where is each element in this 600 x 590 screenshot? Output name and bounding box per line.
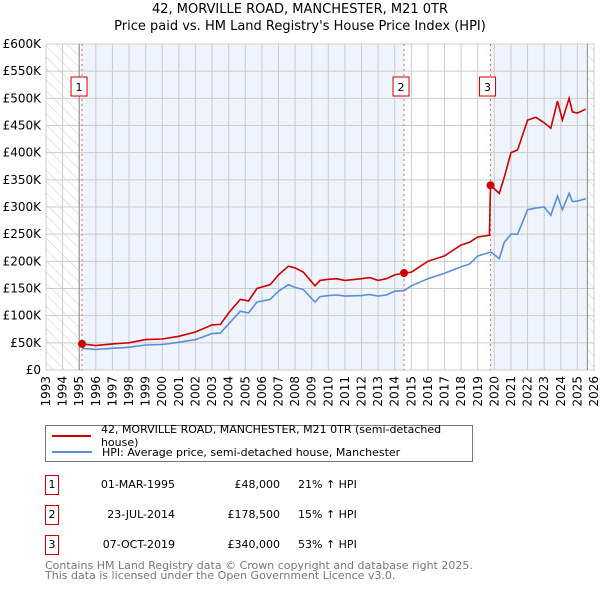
sale-point xyxy=(400,269,409,278)
x-tick-label: 1998 xyxy=(122,376,136,407)
footer-licence: This data is licensed under the Open Gov… xyxy=(45,569,396,582)
sale-label-box xyxy=(392,76,410,97)
x-tick-label: 2011 xyxy=(338,376,352,407)
table-row: 1 01-MAR-1995 £48,000 21% ↑ HPI xyxy=(45,475,465,495)
row-hpi: 21% ↑ HPI xyxy=(298,478,357,491)
row-number: 1 xyxy=(45,475,59,495)
table-row: 3 07-OCT-2019 £340,000 53% ↑ HPI xyxy=(45,535,465,555)
x-tick-label: 2007 xyxy=(271,376,285,407)
price-chart: £0 £50K £100K £150K £200K £250K £300K £350K £400… xyxy=(3,37,600,407)
x-tick-label: 1994 xyxy=(56,376,70,407)
x-tick-label: 2019 xyxy=(471,376,485,407)
row-number: 2 xyxy=(45,505,59,525)
x-tick-label: 2005 xyxy=(238,376,252,407)
x-tick-label: 2006 xyxy=(255,376,269,407)
x-tick-label: 1999 xyxy=(139,376,153,407)
y-tick-label: £450K xyxy=(3,119,43,133)
x-tick-label: 2009 xyxy=(305,376,319,407)
property-price-line xyxy=(81,95,587,347)
hpi-line xyxy=(81,191,586,351)
x-tick-label: 2021 xyxy=(504,376,518,407)
x-tick-label: 2022 xyxy=(521,376,535,407)
x-tick-label: 2015 xyxy=(404,376,418,407)
row-number: 3 xyxy=(45,535,59,555)
y-tick-label: £0 xyxy=(26,363,41,377)
x-tick-label: 2025 xyxy=(570,376,584,407)
x-tick-label: 2026 xyxy=(587,376,600,407)
row-date: 01-MAR-1995 xyxy=(100,478,175,491)
row-hpi: 53% ↑ HPI xyxy=(298,538,357,551)
y-tick-label: £200K xyxy=(3,254,43,268)
y-tick-label: £600K xyxy=(3,37,43,51)
y-tick-label: £550K xyxy=(3,64,43,78)
x-tick-label: 2003 xyxy=(205,376,219,407)
x-tick-label: 2008 xyxy=(288,376,302,407)
legend-label: HPI: Average price, semi-detached house,… xyxy=(102,445,401,459)
x-tick-label: 1997 xyxy=(105,376,119,407)
row-price: £48,000 xyxy=(234,478,281,491)
row-price: £178,500 xyxy=(227,508,281,521)
legend-item-property: 42, MORVILLE ROAD, MANCHESTER, M21 0TR (… xyxy=(46,423,472,449)
x-tick-label: 2018 xyxy=(454,376,468,407)
footer-copyright: Contains HM Land Registry data © Crown c… xyxy=(45,559,473,572)
x-tick-label: 2023 xyxy=(537,376,551,407)
row-hpi: 15% ↑ HPI xyxy=(298,508,357,521)
x-tick-label: 2014 xyxy=(388,376,402,407)
sale-label-box xyxy=(70,76,88,97)
y-tick-label: £350K xyxy=(3,173,43,187)
y-tick-label: £500K xyxy=(3,91,43,105)
y-tick-label: £250K xyxy=(3,227,43,241)
x-tick-label: 2017 xyxy=(438,376,452,407)
y-tick-label: £400K xyxy=(3,146,43,160)
sale-point xyxy=(78,339,87,348)
row-price: £340,000 xyxy=(227,538,281,551)
legend-swatch-red xyxy=(52,435,91,437)
chart-subtitle: Price paid vs. HM Land Registry's House … xyxy=(114,19,486,34)
row-date: 23-JUL-2014 xyxy=(107,508,175,521)
legend-label: 42, MORVILLE ROAD, MANCHESTER, M21 0TR (… xyxy=(100,423,442,449)
sale-label: 3 xyxy=(484,81,491,94)
legend: 42, MORVILLE ROAD, MANCHESTER, M21 0TR (… xyxy=(45,423,473,462)
x-tick-label: 2024 xyxy=(554,376,568,407)
y-tick-label: £100K xyxy=(3,309,43,323)
x-tick-label: 2016 xyxy=(421,376,435,407)
sale-point xyxy=(486,181,495,190)
chart-title: 42, MORVILLE ROAD, MANCHESTER, M21 0TR xyxy=(151,2,449,17)
legend-swatch-blue xyxy=(52,451,92,453)
y-tick-label: £150K xyxy=(3,282,43,296)
x-tick-label: 2000 xyxy=(155,376,169,407)
x-tick-label: 2010 xyxy=(321,376,335,407)
x-tick-label: 2004 xyxy=(222,376,236,407)
x-tick-label: 1995 xyxy=(72,376,86,407)
x-tick-label: 2020 xyxy=(487,376,501,407)
legend-item-hpi: HPI: Average price, semi-detached house,… xyxy=(46,444,400,460)
y-tick-label: £300K xyxy=(3,200,43,214)
x-tick-label: 1993 xyxy=(39,376,53,407)
sale-label: 2 xyxy=(398,81,405,94)
table-row: 2 23-JUL-2014 £178,500 15% ↑ HPI xyxy=(45,505,465,525)
x-tick-label: 1996 xyxy=(89,376,103,407)
y-tick-label: £50K xyxy=(10,336,42,350)
x-tick-label: 2012 xyxy=(355,376,369,407)
x-tick-label: 2013 xyxy=(371,376,385,407)
x-tick-label: 2001 xyxy=(172,376,186,407)
sale-label-box xyxy=(479,76,497,97)
x-tick-label: 2002 xyxy=(188,376,202,407)
sale-label: 1 xyxy=(76,81,83,94)
row-date: 07-OCT-2019 xyxy=(102,538,175,551)
